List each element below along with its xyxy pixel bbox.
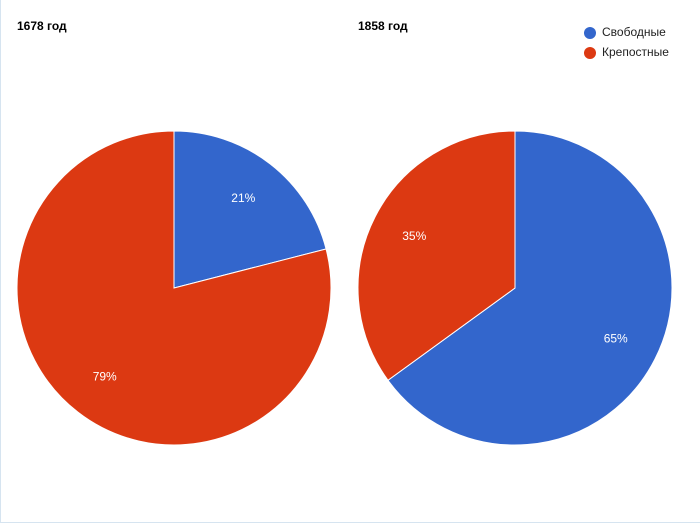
legend-label: Свободные xyxy=(602,25,666,39)
pie-slice xyxy=(387,130,673,446)
legend-marker xyxy=(584,27,596,39)
legend-label: Крепостные xyxy=(602,45,669,59)
slice-label: 35% xyxy=(402,229,426,243)
slice-label: 65% xyxy=(604,331,628,345)
legend-marker xyxy=(584,47,596,59)
chart-title: 1678 год xyxy=(17,19,67,33)
slice-label: 79% xyxy=(93,369,117,383)
pie-slice xyxy=(16,130,332,446)
pie-slice xyxy=(357,130,516,381)
pie-slice xyxy=(173,130,327,289)
slice-label: 21% xyxy=(231,191,255,205)
chart-title: 1858 год xyxy=(358,19,408,33)
